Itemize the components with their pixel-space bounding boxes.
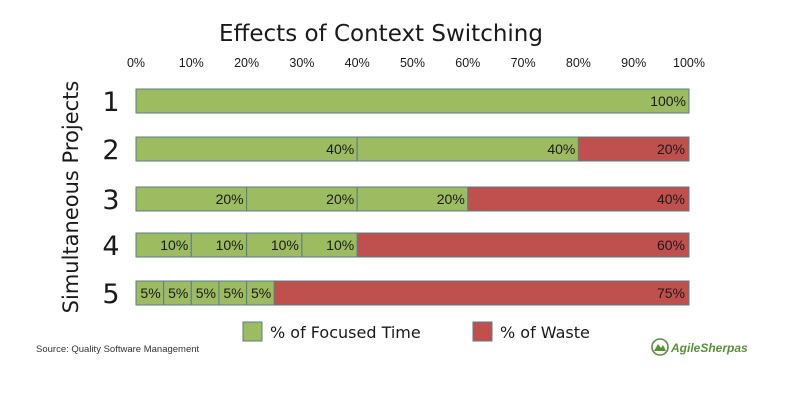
x-tick-label: 30% bbox=[289, 56, 314, 70]
agilesherpas-logo: AgileSherpas bbox=[651, 338, 748, 356]
segment-value-label: 40% bbox=[547, 141, 575, 157]
bar-segment-waste bbox=[356, 232, 690, 258]
bar-segment-focused bbox=[356, 136, 579, 162]
segment-value-label: 10% bbox=[160, 237, 188, 253]
bar-segment-waste bbox=[577, 136, 690, 162]
segment-value-label: 100% bbox=[650, 93, 686, 109]
category-label: 2 bbox=[102, 135, 119, 166]
category-label: 1 bbox=[102, 87, 119, 118]
segment-value-label: 5% bbox=[140, 285, 160, 301]
x-tick-label: 50% bbox=[400, 56, 425, 70]
segment-value-label: 10% bbox=[216, 237, 244, 253]
bar-segment-focused bbox=[356, 186, 469, 212]
chart-title: Effects of Context Switching bbox=[219, 21, 543, 47]
legend-label-waste: % of Waste bbox=[500, 323, 590, 342]
segment-value-label: 60% bbox=[657, 237, 685, 253]
bar-segment-focused bbox=[218, 280, 248, 306]
category-labels: 1 2 3 4 5 bbox=[102, 87, 119, 310]
segment-value-label: 5% bbox=[251, 285, 271, 301]
segment-value-label: 40% bbox=[326, 141, 354, 157]
y-axis-label: Simultaneous Projects bbox=[59, 81, 83, 314]
segment-value-label: 10% bbox=[326, 237, 354, 253]
segment-value-label: 5% bbox=[196, 285, 216, 301]
bar-segment-waste bbox=[273, 280, 690, 306]
category-label: 3 bbox=[102, 185, 119, 216]
legend-swatch-focused bbox=[242, 321, 263, 342]
segment-value-label: 75% bbox=[657, 285, 685, 301]
logo-text: AgileSherpas bbox=[670, 341, 748, 355]
mountain-logo-icon bbox=[651, 338, 669, 356]
segment-labels: 100% 40% 40% 20% 20% 20% 20% 40% 10% 10% 10% 10% 60%… bbox=[140, 93, 686, 301]
segment-value-label: 5% bbox=[223, 285, 243, 301]
segment-value-label: 10% bbox=[271, 237, 299, 253]
bars-group bbox=[135, 88, 690, 306]
bar-segment-focused bbox=[135, 280, 165, 306]
bar-segment-focused bbox=[246, 186, 358, 212]
legend: % of Focused Time % of Waste bbox=[242, 321, 590, 342]
segment-value-label: 20% bbox=[326, 191, 354, 207]
segment-value-label: 20% bbox=[657, 141, 685, 157]
x-axis-ticks: 0% 10% 20% 30% 40% 50% 60% 70% 80% 90% 100% bbox=[127, 56, 705, 70]
bar-segment-focused bbox=[190, 280, 220, 306]
segment-value-label: 5% bbox=[168, 285, 188, 301]
bar-segment-focused bbox=[135, 136, 358, 162]
x-tick-label: 90% bbox=[621, 56, 646, 70]
bar-segment-focused bbox=[190, 232, 248, 258]
bar-segment-waste bbox=[467, 186, 690, 212]
x-tick-label: 0% bbox=[127, 56, 145, 70]
segment-value-label: 20% bbox=[216, 191, 244, 207]
segment-value-label: 20% bbox=[437, 191, 465, 207]
x-tick-label: 20% bbox=[234, 56, 259, 70]
x-tick-label: 70% bbox=[511, 56, 536, 70]
category-label: 4 bbox=[102, 231, 119, 262]
bar-segment-focused bbox=[135, 186, 248, 212]
bar-segment-focused bbox=[301, 232, 358, 258]
source-note: Source: Quality Software Management bbox=[36, 344, 200, 355]
segment-value-label: 40% bbox=[657, 191, 685, 207]
x-tick-label: 10% bbox=[179, 56, 204, 70]
legend-label-focused: % of Focused Time bbox=[270, 323, 421, 342]
x-tick-label: 40% bbox=[345, 56, 370, 70]
category-label: 5 bbox=[102, 279, 119, 310]
bar-segment-focused bbox=[135, 232, 192, 258]
x-tick-label: 60% bbox=[455, 56, 480, 70]
bar-segment-focused bbox=[135, 88, 690, 114]
x-tick-label: 80% bbox=[566, 56, 591, 70]
x-tick-label: 100% bbox=[673, 56, 705, 70]
legend-swatch-waste bbox=[472, 321, 493, 342]
